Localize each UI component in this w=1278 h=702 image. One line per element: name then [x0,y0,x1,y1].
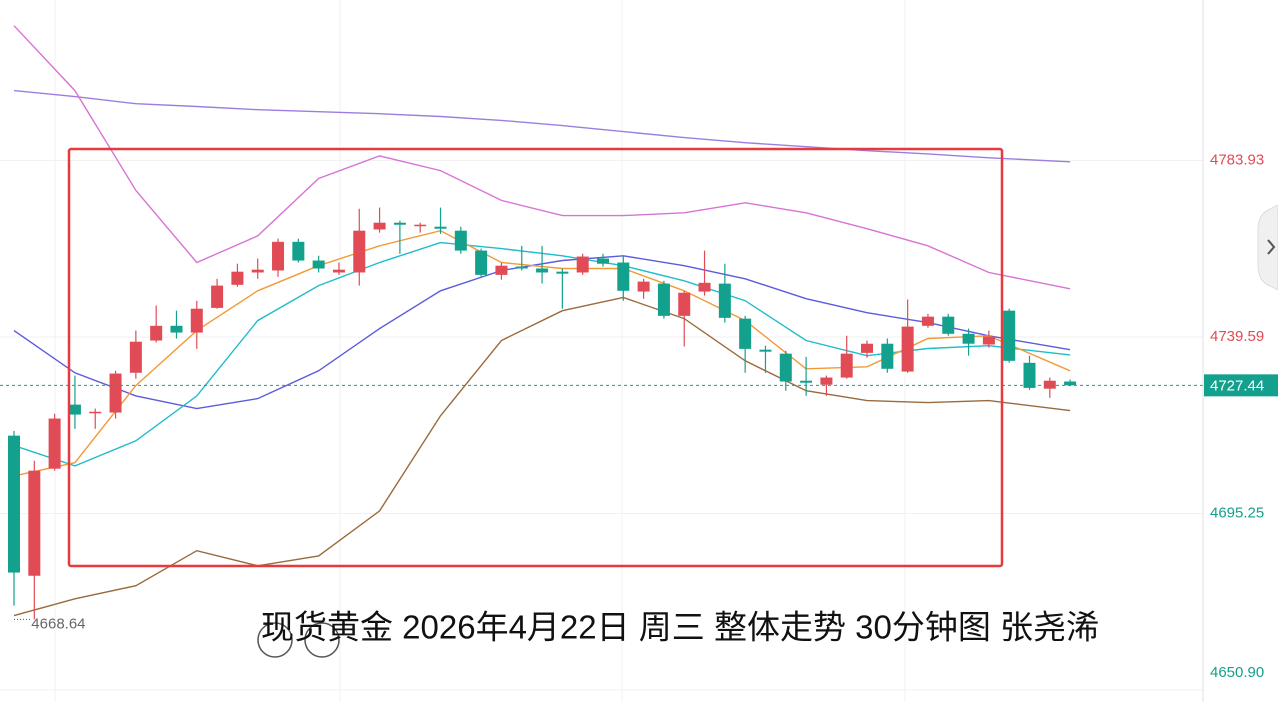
side-tab-arrow [1267,239,1276,255]
candle-body [475,250,488,275]
candle-body [1043,380,1056,389]
control-circle[interactable] [257,622,293,658]
candle-body [739,318,752,349]
candle-body [901,326,914,372]
candle-body [312,260,325,269]
y-tick-label: 4739.59 [1210,328,1264,345]
candle-body [596,258,609,264]
candle-body [759,349,772,352]
candle-body [129,341,142,373]
last-price-box [1204,374,1278,397]
candle-body [921,316,934,326]
candle-body [109,373,122,413]
candle-body [637,281,650,292]
highlight-box [67,147,1004,568]
y-axis: 4650.904695.254739.594783.934828.284727.… [1204,151,1278,681]
candle-body [68,404,81,415]
chart-title: 现货黄金 2026年4月22日 周三 整体走势 30分钟图 张尧浠 [261,609,1099,646]
candle-body [231,271,244,285]
indicator-line [13,25,1071,290]
candle-body [515,266,528,269]
candle-body [861,343,874,353]
candle-body [495,265,508,275]
side-tab[interactable] [1257,204,1278,291]
y-tick-label: 4695.25 [1210,504,1264,521]
candle-body [1023,362,1036,388]
indicator-line [13,229,1071,477]
candle-body [272,241,285,271]
candle-body [211,285,224,308]
plot: 4668.64 [0,25,1203,632]
candle-body [698,282,711,292]
candle-body [1003,310,1016,361]
candle-body [962,333,975,344]
candle-body [414,224,427,227]
candle-body [576,256,589,273]
candle-body [556,271,569,274]
candle-body [657,283,670,316]
candle-body [800,380,813,383]
candle-body [150,325,163,341]
candle-body [678,292,691,316]
candle-body [8,435,20,573]
candle-body [536,268,549,273]
candle-body [434,226,447,229]
candle-body [820,377,833,385]
candle-body [454,230,467,251]
candle-body [373,222,386,230]
candle-body [353,230,366,273]
candle-body [982,336,995,345]
candle-body [332,269,345,273]
candle-body [617,262,630,291]
y-tick-label: 4650.90 [1210,664,1264,681]
candle-body [292,241,305,261]
candle-body [942,316,955,334]
candle-body [779,353,792,382]
candle-body [251,269,264,273]
candle-body [840,353,853,378]
candle-body [718,283,731,318]
low-annotation: 4668.64 [31,615,85,632]
candle-body [170,325,183,333]
candle-body [48,418,61,469]
candle-body [393,222,406,225]
last-price-label: 4727.44 [1210,377,1264,394]
candle-body [881,343,894,369]
candle-body [89,411,102,414]
indicator-line [13,296,1071,617]
indicator-line [13,89,1071,163]
indicator-line [13,241,1071,467]
candle-body [28,470,41,576]
candle-body [1064,381,1077,386]
y-tick-label: 4783.93 [1210,151,1264,168]
candle-body [190,308,203,333]
control-circle[interactable] [304,622,340,658]
grid [0,0,1203,702]
